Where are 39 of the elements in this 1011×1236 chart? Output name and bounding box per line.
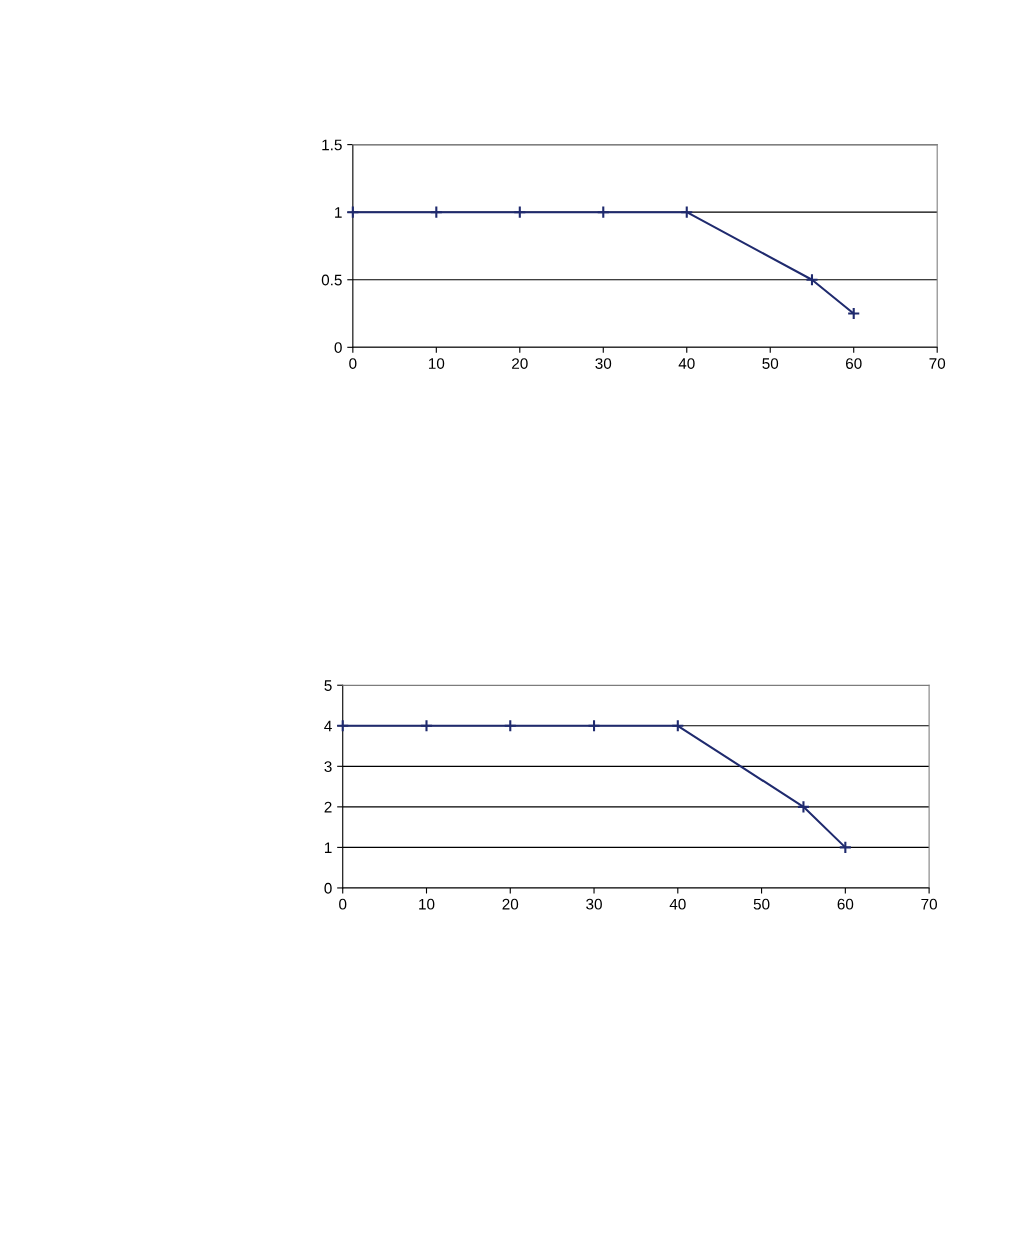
point: [847, 306, 861, 321]
point: [587, 719, 601, 733]
y-tick-label: 1: [324, 842, 332, 853]
point: [680, 205, 694, 219]
point: [419, 719, 434, 733]
y-tick-label: 1: [335, 207, 342, 218]
y-tick-label: 2: [324, 801, 332, 813]
point: [838, 840, 852, 854]
x-tick-label: 60: [837, 898, 854, 910]
point: [596, 205, 610, 219]
y-tick-label: 5: [324, 680, 332, 691]
point: [513, 205, 527, 219]
x-tick-label: 70: [921, 898, 938, 910]
x-tick-label: 30: [586, 898, 602, 910]
x-tick-label: 50: [762, 358, 779, 369]
y-tick-label: 0: [324, 882, 332, 894]
x-tick-label: 70: [929, 358, 946, 369]
point: [796, 800, 811, 814]
x-tick-label: 10: [419, 898, 435, 910]
point: [336, 719, 350, 733]
point: [429, 205, 443, 219]
x-tick-label: 20: [512, 358, 528, 369]
y-tick-label: 0: [334, 342, 342, 353]
x-tick-label: 30: [595, 358, 612, 369]
point: [671, 719, 685, 733]
y-tick-label: 4: [324, 720, 332, 732]
x-tick-label: 20: [502, 898, 519, 910]
point: [346, 205, 360, 219]
x-tick-label: 0: [349, 358, 357, 369]
x-tick-label: 10: [428, 358, 445, 369]
y-tick-label: 1.5: [322, 139, 342, 151]
point: [805, 273, 819, 287]
x-tick-label: 40: [669, 898, 686, 910]
y-tick-label: 3: [324, 761, 332, 773]
point: [503, 719, 517, 733]
y-tick-label: 0.5: [321, 274, 342, 286]
x-tick-label: 40: [678, 358, 695, 369]
x-tick-label: 50: [753, 898, 770, 910]
x-tick-label: 60: [846, 358, 862, 369]
